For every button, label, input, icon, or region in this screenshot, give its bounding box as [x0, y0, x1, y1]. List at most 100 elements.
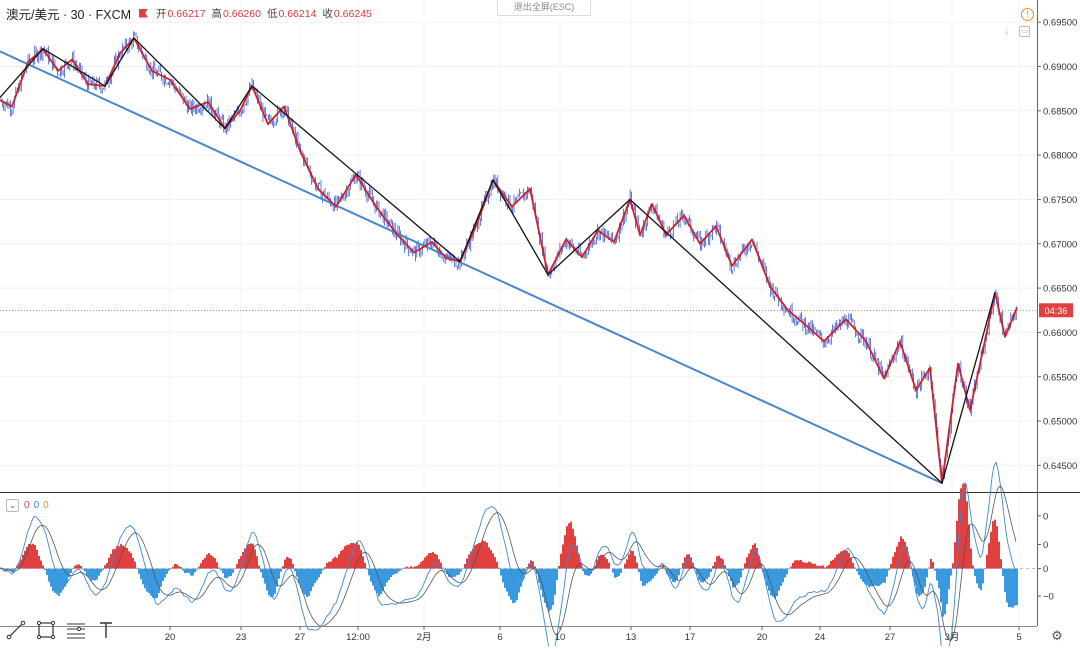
histogram-bar [166, 569, 168, 574]
histogram-bar [1010, 569, 1012, 608]
histogram-bar [944, 569, 946, 615]
histogram-bar [926, 569, 928, 578]
histogram-bar [256, 556, 258, 569]
histogram-bar [964, 484, 966, 569]
histogram-bar [304, 569, 306, 595]
histogram-bar [280, 569, 282, 572]
histogram-bar [800, 560, 802, 569]
histogram-bar [976, 569, 978, 584]
histogram-bar [456, 569, 458, 576]
histogram-bar [856, 569, 858, 572]
exit-fullscreen-button[interactable]: 退出全屏(ESC) [497, 0, 591, 16]
histogram-bar [504, 569, 506, 588]
histogram-bar [42, 566, 44, 569]
histogram-bar [196, 569, 198, 570]
histogram-bar [362, 556, 364, 568]
histogram-bar [638, 569, 640, 573]
histogram-bar [500, 569, 502, 576]
histogram-bar [302, 569, 304, 593]
histogram-bar [832, 560, 834, 569]
histogram-bar [560, 554, 562, 569]
histogram-bar [98, 569, 100, 576]
osc-tick-label: 0 [1043, 540, 1048, 551]
histogram-bar [930, 559, 932, 569]
legend-value-1: 0 [24, 500, 30, 511]
histogram-bar [796, 560, 798, 568]
histogram-bar [150, 569, 152, 596]
time-tick-label: 17 [685, 632, 696, 643]
histogram-bar [284, 560, 286, 569]
fib-tool-button[interactable] [63, 618, 89, 642]
collapse-legend-button[interactable]: ⌄ [6, 499, 19, 512]
histogram-bar [530, 560, 532, 568]
histogram-bar [32, 544, 34, 569]
histogram-bar [712, 566, 714, 569]
histogram-bar [332, 559, 334, 569]
price-tick-label: 0.64500 [1043, 461, 1077, 472]
histogram-bar [342, 550, 344, 569]
histogram-bar [78, 564, 80, 568]
histogram-bar [458, 569, 460, 575]
histogram-bar [34, 545, 36, 569]
histogram-bar [738, 569, 740, 584]
histogram-bar [572, 529, 574, 569]
warning-icon[interactable]: ! [1021, 8, 1034, 21]
histogram-bar [460, 569, 462, 572]
histogram-bar [996, 526, 998, 568]
histogram-bar [512, 569, 514, 604]
arrow-down-icon[interactable]: ↓ [1001, 26, 1012, 37]
text-tool-button[interactable] [93, 618, 119, 642]
histogram-bar [882, 569, 884, 583]
histogram-bar [394, 569, 396, 574]
histogram-bar [564, 535, 566, 568]
histogram-bar [1004, 569, 1006, 593]
histogram-bar [786, 569, 788, 575]
histogram-bar [388, 569, 390, 581]
histogram-bar [674, 569, 676, 583]
histogram-bar [38, 556, 40, 569]
histogram-bar [834, 558, 836, 569]
histogram-bar [952, 563, 954, 568]
histogram-bar [224, 569, 226, 578]
histogram-bar [740, 569, 742, 578]
histogram-bar [608, 563, 610, 569]
trendline-tool-button[interactable] [3, 618, 29, 642]
histogram-bar [158, 569, 160, 594]
histogram-bar [936, 569, 938, 581]
histogram-bar [26, 547, 28, 569]
histogram-bar [100, 569, 102, 573]
histogram-bar [676, 569, 678, 580]
flag-icon[interactable] [139, 9, 148, 18]
oscillator-legend: ⌄ 0 0 0 [6, 498, 53, 512]
histogram-bar [754, 543, 756, 568]
histogram-bar [442, 568, 444, 569]
symbol-title[interactable]: 澳元/美元 · 30 · FXCM [6, 4, 131, 23]
histogram-bar [974, 569, 976, 577]
histogram-bar [312, 569, 314, 587]
price-tick-label: 0.65500 [1043, 372, 1077, 383]
histogram-bar [852, 563, 854, 569]
histogram-bar [1012, 569, 1014, 608]
histogram-bar [820, 566, 822, 569]
histogram-bar [924, 569, 926, 587]
histogram-bar [516, 569, 518, 601]
settings-gear-icon[interactable]: ⚙ [1050, 629, 1064, 643]
price-tick-label: 0.66000 [1043, 328, 1077, 339]
histogram-bar [554, 569, 556, 595]
histogram-bar [308, 569, 310, 596]
histogram-bar [998, 542, 1000, 569]
histogram-bar [422, 561, 424, 569]
histogram-bar [826, 566, 828, 568]
rectangle-tool-button[interactable] [33, 618, 59, 642]
histogram-bar [254, 549, 256, 568]
histogram-bar [248, 544, 250, 569]
histogram-bar [880, 569, 882, 585]
legend-value-3: 0 [43, 500, 49, 511]
histogram-bar [804, 563, 806, 569]
histogram-bar [574, 536, 576, 568]
histogram-bar [108, 558, 110, 569]
restore-window-icon[interactable]: ▭ [1019, 26, 1030, 37]
histogram-bar [628, 555, 630, 569]
histogram-bar [288, 558, 290, 569]
